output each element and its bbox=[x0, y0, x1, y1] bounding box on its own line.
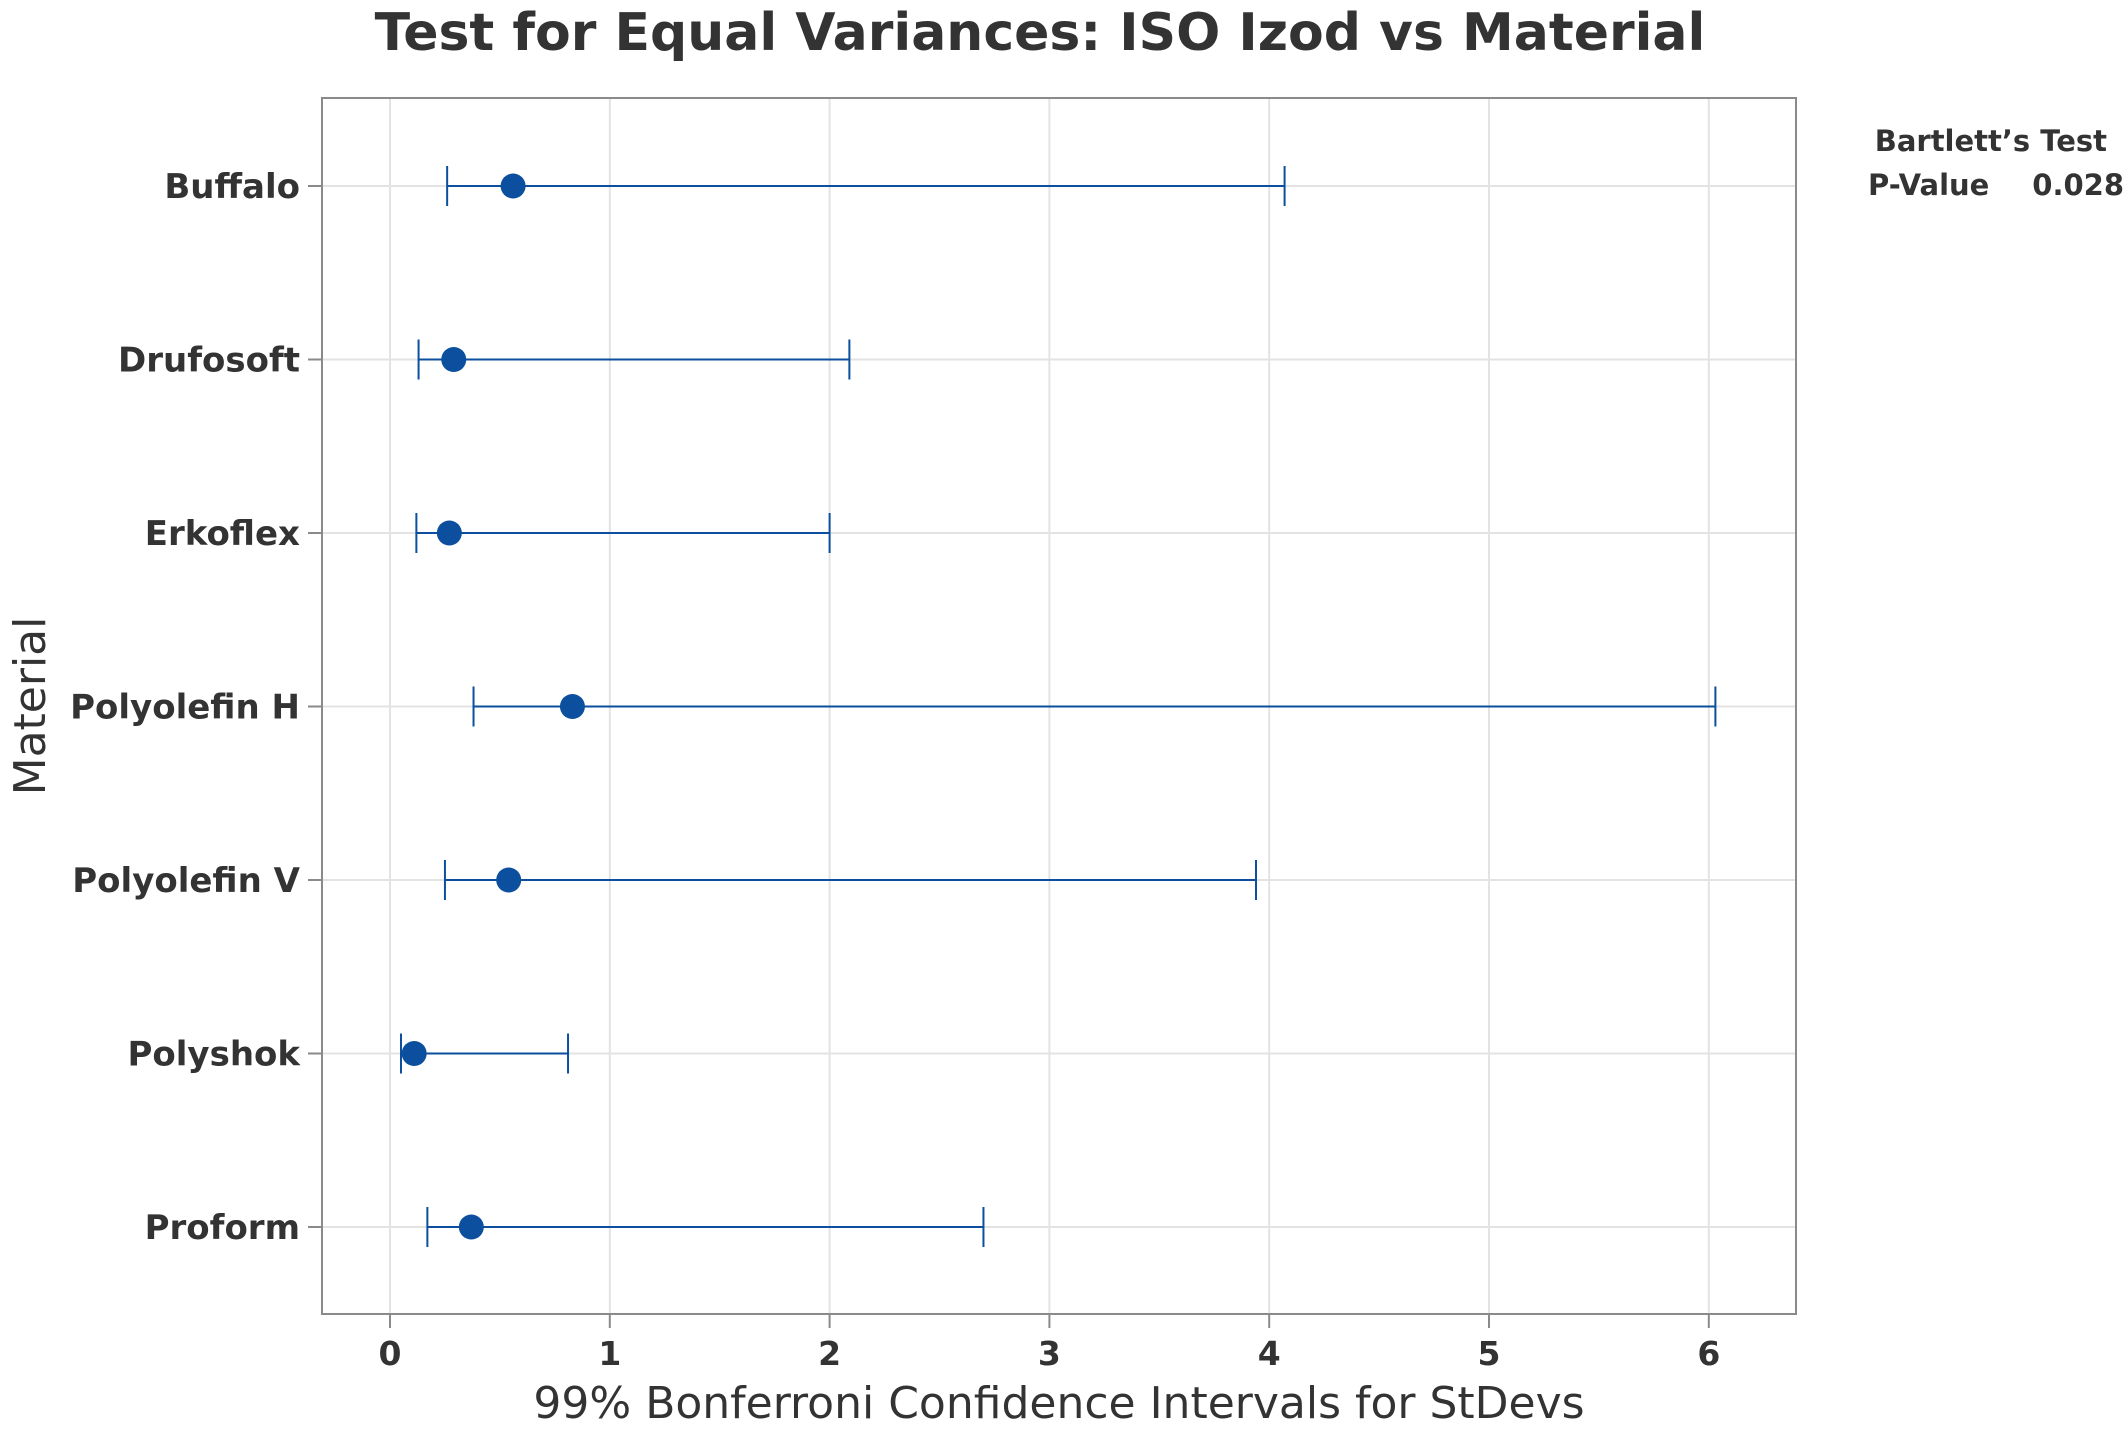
x-tick-label: 6 bbox=[1697, 1334, 1720, 1373]
legend: Bartlett’s Test P-Value 0.028 bbox=[1868, 124, 2124, 202]
y-tick-label: Drufosoft bbox=[118, 341, 300, 381]
x-tick-label: 2 bbox=[818, 1334, 841, 1373]
interval-buffalo bbox=[446, 166, 1286, 206]
legend-heading: Bartlett’s Test bbox=[1875, 124, 2107, 158]
y-axis-label: Material bbox=[5, 617, 56, 796]
interval-drufosoft bbox=[417, 339, 851, 380]
estimate-point bbox=[559, 694, 585, 719]
interval-polyolefin-v bbox=[443, 860, 1258, 900]
interval-proform bbox=[426, 1207, 985, 1247]
y-tick-label: Polyshok bbox=[127, 1035, 301, 1075]
y-tick-label: Erkoflex bbox=[145, 514, 300, 554]
x-axis-label: 99% Bonferroni Confidence Intervals for … bbox=[533, 1378, 1584, 1427]
estimate-point bbox=[441, 347, 467, 372]
estimate-point bbox=[496, 867, 522, 893]
x-tick-label: 1 bbox=[598, 1334, 621, 1373]
y-tick-label: Proform bbox=[145, 1208, 300, 1248]
x-tick-label: 3 bbox=[1038, 1334, 1061, 1373]
interval-erkoflex bbox=[415, 513, 831, 553]
estimate-point bbox=[458, 1214, 484, 1240]
interval-polyshok bbox=[399, 1033, 570, 1074]
legend-label: P-Value bbox=[1868, 168, 1989, 202]
x-tick-label: 0 bbox=[379, 1334, 402, 1373]
y-tick-label: Polyolefin H bbox=[70, 688, 300, 728]
x-tick-label: 5 bbox=[1478, 1334, 1501, 1373]
estimate-point bbox=[401, 1041, 427, 1066]
y-tick-label: Polyolefin V bbox=[72, 861, 300, 901]
axis-ticks: 0 1 2 3 4 5 6 Buffalo Drufosoft Erkoflex Polyolefi… bbox=[70, 167, 1720, 1373]
estimate-point bbox=[436, 520, 462, 546]
interval-marks bbox=[399, 166, 1717, 1247]
y-tick-label: Buffalo bbox=[164, 167, 300, 207]
interval-polyolefin-h bbox=[472, 686, 1717, 727]
estimate-point bbox=[500, 173, 526, 199]
legend-value: 0.028 bbox=[2032, 168, 2124, 202]
x-tick-label: 4 bbox=[1258, 1334, 1281, 1373]
chart-title: Test for Equal Variances: ISO Izod vs Ma… bbox=[375, 3, 1706, 63]
